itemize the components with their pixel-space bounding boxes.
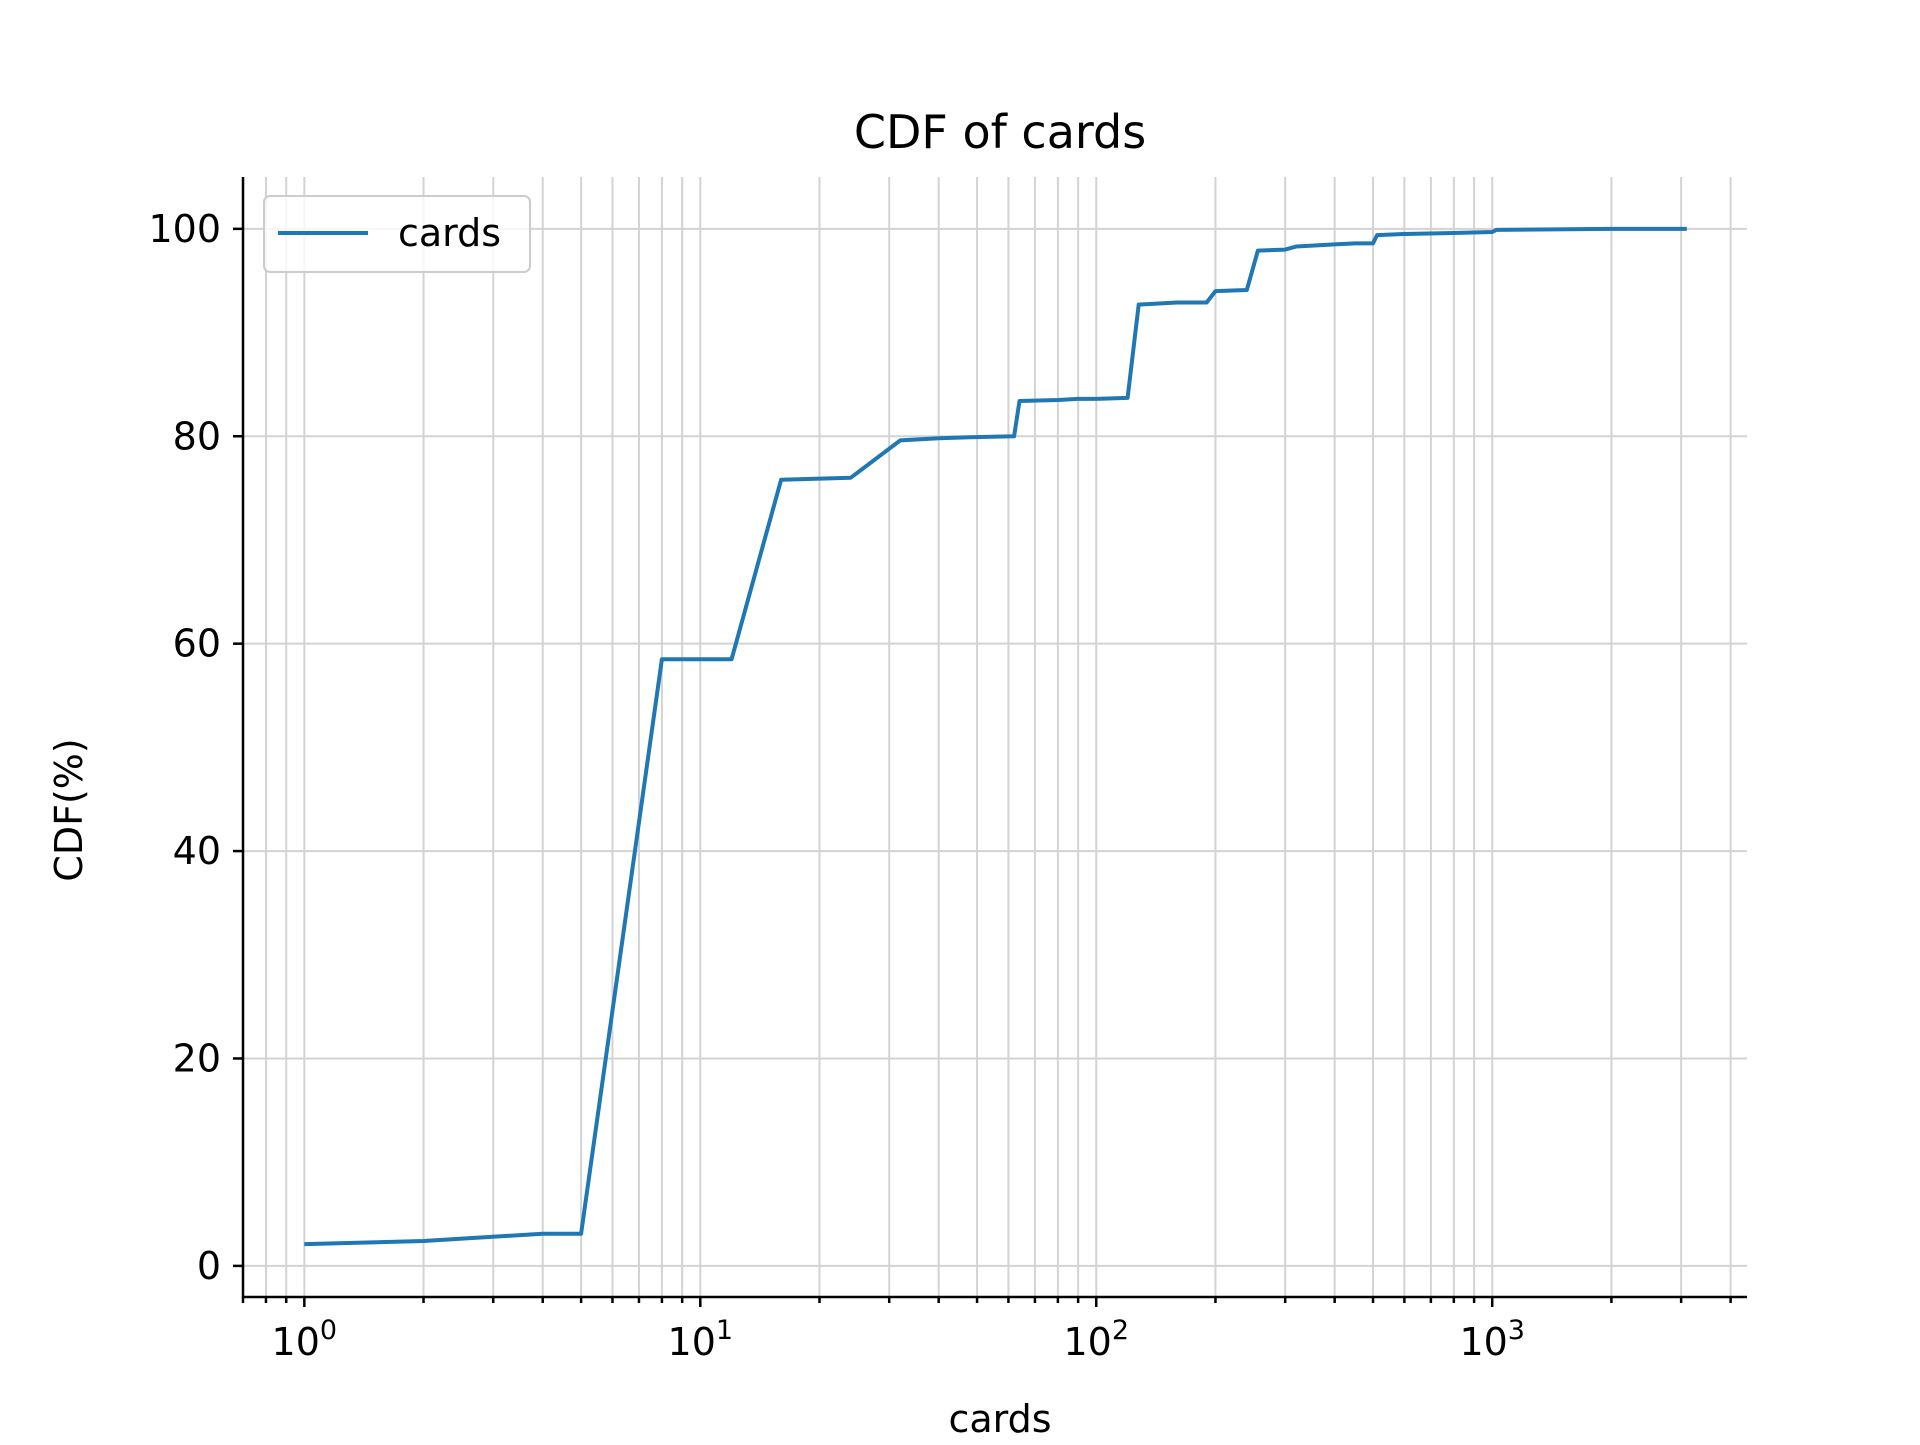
legend-label: cards: [398, 211, 501, 255]
y-tick-label: 40: [173, 829, 221, 873]
axes: 0 20 40 60 80 100 100 101 102 103: [148, 177, 1747, 1364]
x-tick-label: 103: [1459, 1315, 1525, 1364]
y-tick-label: 80: [173, 414, 221, 458]
y-tick-label: 20: [173, 1036, 221, 1080]
legend: cards: [263, 195, 531, 273]
legend-box: [263, 195, 531, 273]
y-tick-label: 100: [148, 207, 221, 251]
x-axis-label: cards: [948, 1397, 1051, 1440]
x-tick-label: 102: [1063, 1315, 1129, 1364]
series-line-cards: [304, 226, 1687, 1247]
y-tick-label: 0: [197, 1244, 221, 1288]
y-tick-label: 60: [173, 622, 221, 666]
x-tick-label: 100: [272, 1315, 338, 1364]
y-axis-label: CDF(%): [47, 738, 91, 881]
labels: CDF of cards cards CDF(%): [47, 105, 1146, 1441]
chart-title: CDF of cards: [854, 105, 1146, 159]
x-tick-label: 101: [668, 1315, 734, 1364]
grid: [242, 177, 1747, 1297]
series-layer: [304, 226, 1687, 1247]
